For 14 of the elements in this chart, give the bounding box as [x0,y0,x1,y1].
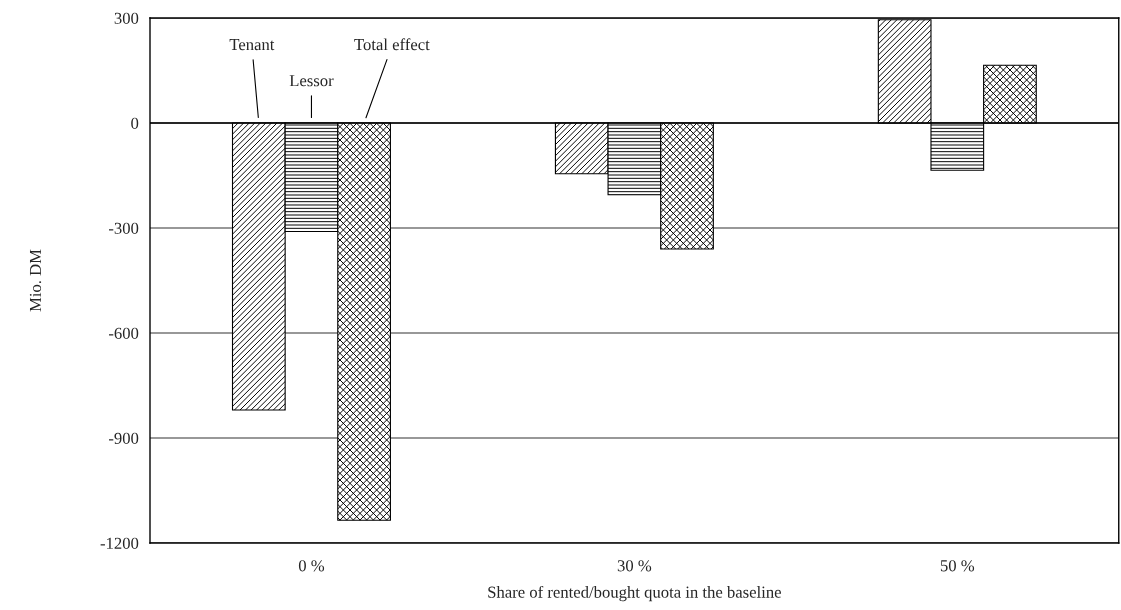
y-tick-label: -900 [108,432,139,444]
y-tick-label: -600 [108,327,139,339]
y-tick-label: -1200 [100,537,139,549]
x-axis-title: Share of rented/bought quota in the baseline [488,585,781,602]
x-tick-label: 50 % [940,560,975,572]
x-tick-label: 30 % [617,560,652,572]
x-tick-label: 0 % [298,560,325,572]
y-axis-title: Mio. DM [29,249,42,312]
text: Lessor [289,75,334,87]
y-tick-label: -300 [108,222,139,234]
text: Tenant [229,39,275,51]
text: Total effect [354,38,430,51]
y-tick-label: 300 [114,12,139,24]
y-tick-label: 0 [131,117,139,129]
